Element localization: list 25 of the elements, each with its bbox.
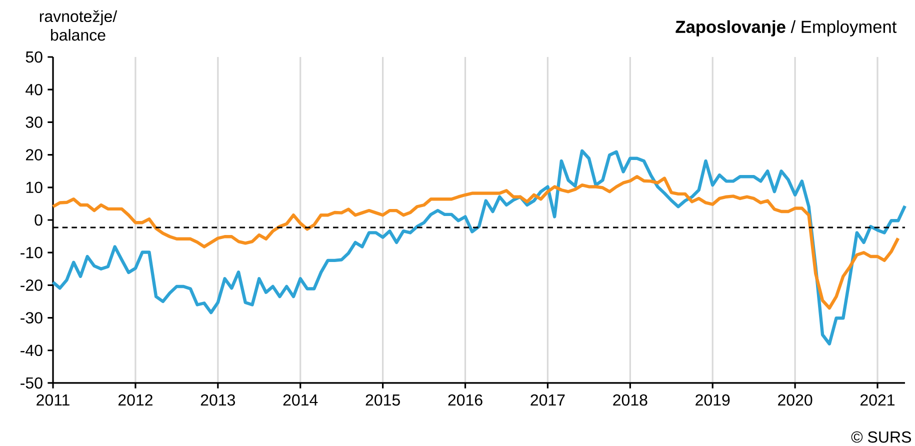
y-tick-label: 40 bbox=[26, 84, 42, 96]
y-tick-label: -30 bbox=[20, 312, 42, 324]
y-tick-label: -40 bbox=[20, 344, 42, 356]
y-tick-label: -20 bbox=[20, 280, 42, 291]
y-tick-label: 20 bbox=[26, 149, 42, 160]
x-tick-label: 2018 bbox=[613, 394, 648, 406]
y-tick-label: -10 bbox=[20, 246, 42, 258]
x-tick-label: 2020 bbox=[778, 394, 812, 406]
x-tick-label: 2014 bbox=[283, 394, 318, 406]
chart-title: Zaposlovanje / Employment bbox=[676, 20, 897, 36]
x-tick-label: 2019 bbox=[696, 394, 730, 406]
x-tick-label: 2012 bbox=[118, 394, 152, 406]
y-tick-label: -50 bbox=[20, 377, 42, 389]
x-tick-label: 2021 bbox=[860, 394, 895, 406]
x-tick-label: 2015 bbox=[366, 394, 400, 406]
x-tick-label: 2017 bbox=[530, 394, 565, 406]
y-tick-label: 50 bbox=[26, 51, 42, 63]
y-tick-label: 10 bbox=[26, 182, 42, 194]
x-tick-label: 2013 bbox=[200, 394, 235, 406]
x-tick-label: 2011 bbox=[36, 394, 70, 406]
y-axis-title: ravnotežje/ balance bbox=[40, 10, 118, 41]
text: © SURS bbox=[851, 431, 911, 443]
x-tick-label: 2016 bbox=[448, 394, 482, 406]
y-tick-label: 0 bbox=[34, 214, 42, 226]
y-tick-label: 30 bbox=[26, 116, 42, 128]
